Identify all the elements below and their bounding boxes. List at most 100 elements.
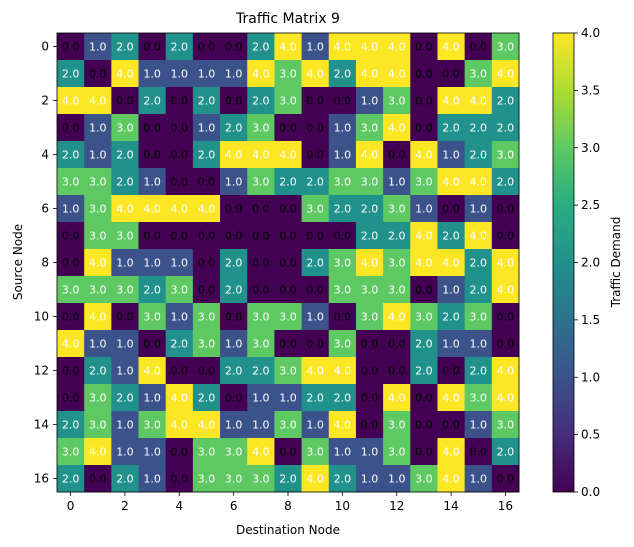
cell-value-label: 0.0 xyxy=(279,284,297,297)
cell-value-label: 0.0 xyxy=(252,230,270,243)
heatmap-cell xyxy=(301,411,330,439)
heatmap-cell xyxy=(274,222,302,250)
heatmap-cell xyxy=(220,465,248,493)
cell-value-label: 0.0 xyxy=(497,473,515,486)
heatmap-cell xyxy=(220,168,248,196)
cell-value-label: 3.0 xyxy=(89,392,107,405)
cell-value-label: 4.0 xyxy=(89,311,107,324)
colorbar-tick-label: 3.0 xyxy=(581,141,600,155)
heatmap-cell xyxy=(165,87,194,115)
heatmap-cell xyxy=(410,411,438,439)
heatmap-cell xyxy=(274,411,302,439)
cell-value-label: 3.0 xyxy=(388,284,406,297)
cell-value-label: 2.0 xyxy=(116,41,134,54)
cell-value-label: 0.0 xyxy=(279,230,297,243)
heatmap-cell xyxy=(192,168,221,196)
cell-value-label: 3.0 xyxy=(497,149,515,162)
heatmap-cell xyxy=(464,384,493,412)
cell-value-label: 0.0 xyxy=(361,419,379,432)
heatmap-cell xyxy=(464,87,493,115)
cell-value-label: 3.0 xyxy=(361,122,379,135)
cell-value-label: 4.0 xyxy=(469,95,487,108)
heatmap-cell xyxy=(301,168,330,196)
heatmap-cell xyxy=(491,357,520,385)
cell-value-label: 1.0 xyxy=(334,149,352,162)
cell-value-label: 3.0 xyxy=(388,419,406,432)
heatmap-cell xyxy=(57,330,85,358)
heatmap-cell xyxy=(410,168,438,196)
cell-value-label: 4.0 xyxy=(415,230,433,243)
heatmap-cell xyxy=(192,303,221,331)
cell-value-label: 4.0 xyxy=(252,68,270,81)
heatmap-cell xyxy=(301,195,330,223)
heatmap-cell xyxy=(57,33,85,61)
cell-value-label: 4.0 xyxy=(252,446,270,459)
heatmap-cell xyxy=(111,303,139,331)
cell-value-label: 0.0 xyxy=(415,446,433,459)
cell-value-label: 3.0 xyxy=(388,95,406,108)
cell-value-label: 3.0 xyxy=(225,473,243,486)
cell-value-label: 4.0 xyxy=(171,392,189,405)
heatmap-cell xyxy=(410,195,438,223)
heatmap-cell xyxy=(84,222,112,250)
cell-value-label: 0.0 xyxy=(171,149,189,162)
heatmap-cell xyxy=(301,33,330,61)
heatmap-cell xyxy=(165,438,194,466)
cell-value-label: 0.0 xyxy=(442,365,460,378)
cell-value-label: 2.0 xyxy=(361,230,379,243)
heatmap-cell xyxy=(328,276,357,304)
cell-value-label: 1.0 xyxy=(442,149,460,162)
x-tick-label: 6 xyxy=(230,499,238,513)
heatmap-cell xyxy=(355,465,384,493)
heatmap-cell xyxy=(355,411,384,439)
cell-value-label: 2.0 xyxy=(198,149,216,162)
heatmap-cell xyxy=(138,357,167,385)
cell-value-label: 2.0 xyxy=(62,419,80,432)
heatmap-cell xyxy=(410,87,438,115)
cell-value-label: 4.0 xyxy=(469,230,487,243)
heatmap-cell xyxy=(84,195,112,223)
heatmap-cell xyxy=(138,465,167,493)
cell-value-label: 0.0 xyxy=(143,149,161,162)
heatmap-cell xyxy=(57,303,85,331)
heatmap-cell xyxy=(383,33,411,61)
cell-value-label: 2.0 xyxy=(306,392,324,405)
heatmap-cell xyxy=(464,222,493,250)
heatmap-cell xyxy=(464,411,493,439)
cell-value-label: 2.0 xyxy=(171,41,189,54)
heatmap-cell xyxy=(328,114,357,142)
cell-value-label: 0.0 xyxy=(62,365,80,378)
cell-value-label: 2.0 xyxy=(442,311,460,324)
heatmap-cell xyxy=(274,330,302,358)
heatmap-cell xyxy=(165,114,194,142)
heatmap-cell xyxy=(355,303,384,331)
heatmap-cell xyxy=(464,438,493,466)
heatmap-cell xyxy=(138,303,167,331)
heatmap-cell xyxy=(192,141,221,169)
cell-value-label: 0.0 xyxy=(279,338,297,351)
y-axis-ticks: 0 2 4 6 8 10 12 14 16 xyxy=(34,40,57,486)
cell-value-label: 1.0 xyxy=(171,311,189,324)
heatmap-cell xyxy=(410,114,438,142)
cell-value-label: 2.0 xyxy=(62,68,80,81)
cell-value-label: 0.0 xyxy=(62,257,80,270)
cell-value-label: 0.0 xyxy=(361,392,379,405)
cell-value-label: 4.0 xyxy=(388,122,406,135)
cell-value-label: 3.0 xyxy=(171,284,189,297)
cell-value-label: 3.0 xyxy=(306,446,324,459)
cell-value-label: 2.0 xyxy=(469,122,487,135)
cell-value-label: 4.0 xyxy=(361,257,379,270)
cell-value-label: 0.0 xyxy=(89,473,107,486)
heatmap-cell xyxy=(410,60,438,88)
x-tick-label: 16 xyxy=(498,499,513,513)
cell-value-label: 4.0 xyxy=(334,41,352,54)
cell-value-label: 4.0 xyxy=(89,257,107,270)
heatmap-cell xyxy=(383,357,411,385)
cell-value-label: 3.0 xyxy=(279,311,297,324)
cell-value-label: 2.0 xyxy=(469,149,487,162)
heatmap-cell xyxy=(84,438,112,466)
heatmap-cell xyxy=(464,357,493,385)
heatmap-cell xyxy=(138,60,167,88)
cell-value-label: 2.0 xyxy=(469,284,487,297)
heatmap-cell xyxy=(247,168,275,196)
